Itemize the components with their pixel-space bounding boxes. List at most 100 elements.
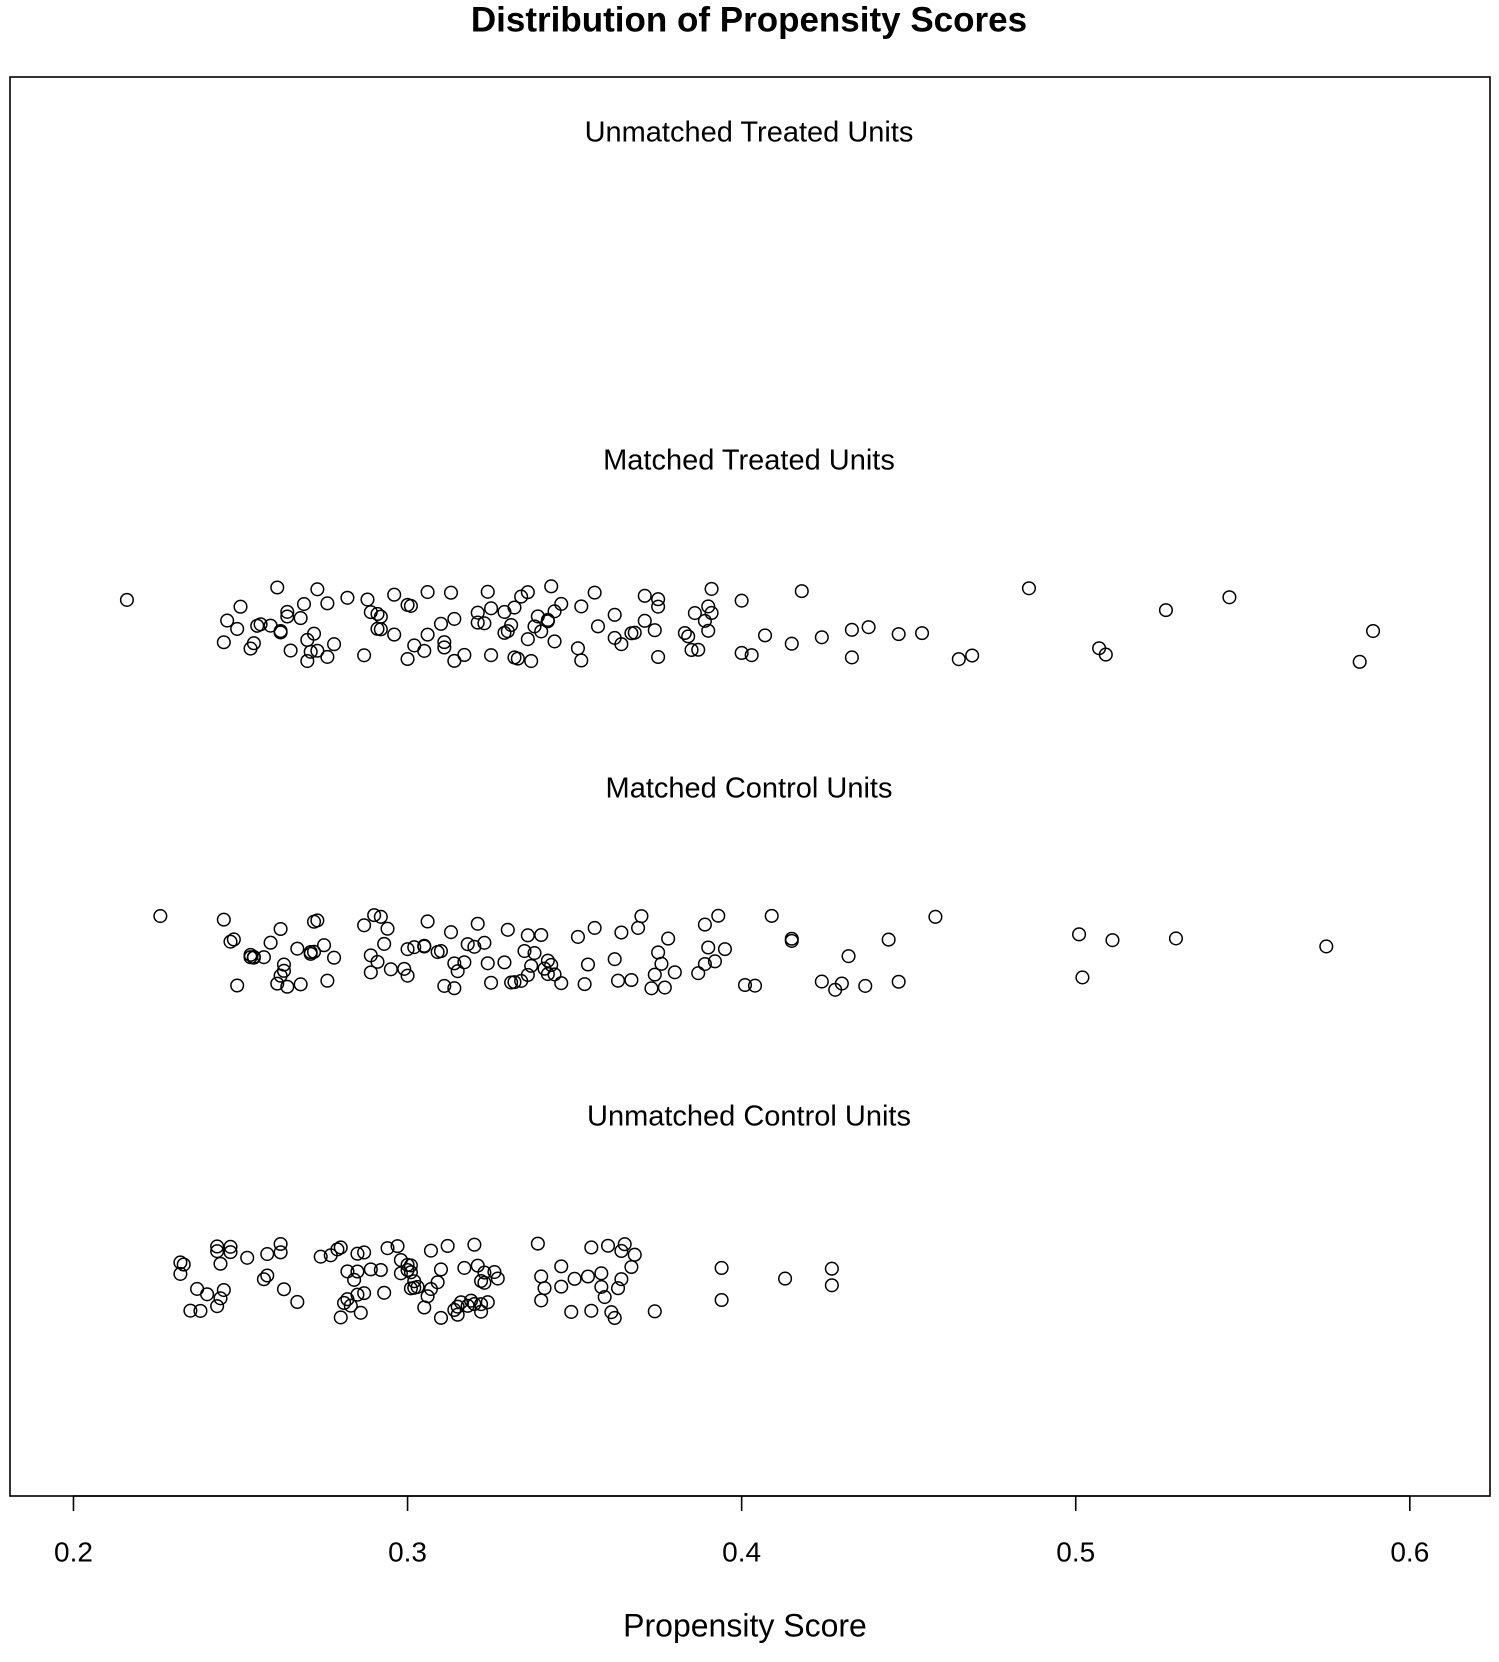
x-tick-label: 0.4	[722, 1536, 761, 1567]
point	[360, 592, 375, 607]
point	[520, 967, 535, 983]
point	[350, 1264, 365, 1279]
point	[540, 614, 555, 629]
point	[667, 965, 682, 980]
point	[1105, 933, 1120, 948]
point	[614, 1243, 629, 1259]
point	[547, 634, 562, 649]
point	[433, 1310, 449, 1325]
point	[440, 1238, 455, 1254]
point	[210, 1299, 225, 1314]
point	[347, 1272, 362, 1287]
point	[470, 605, 485, 620]
point	[547, 967, 562, 982]
point	[383, 962, 398, 977]
group-label: Unmatched Control Units	[587, 1101, 911, 1133]
point	[594, 1279, 609, 1294]
point	[744, 648, 759, 663]
point	[1168, 931, 1184, 946]
x-tick-label: 0.2	[54, 1536, 93, 1567]
point	[357, 1286, 372, 1301]
point	[540, 953, 555, 968]
point	[554, 1279, 569, 1294]
point	[524, 958, 539, 973]
point	[487, 1264, 502, 1280]
point	[173, 1255, 188, 1270]
point	[490, 1271, 505, 1286]
point	[614, 637, 629, 652]
point	[213, 1256, 228, 1271]
point	[290, 941, 305, 956]
point	[661, 931, 676, 946]
point	[273, 625, 288, 640]
x-tick-label: 0.6	[1390, 1536, 1429, 1567]
point	[701, 623, 716, 638]
point	[824, 1261, 839, 1276]
point	[651, 599, 666, 614]
point	[403, 1265, 418, 1280]
point	[457, 1260, 472, 1275]
point	[433, 944, 449, 959]
point	[534, 927, 549, 943]
point	[477, 1265, 492, 1280]
point	[216, 635, 231, 650]
point	[1072, 927, 1087, 942]
point	[260, 1268, 275, 1283]
point	[276, 957, 292, 972]
point	[437, 635, 452, 650]
point	[484, 601, 499, 616]
point	[226, 932, 241, 947]
point	[306, 944, 322, 959]
point	[403, 1258, 418, 1273]
point	[363, 965, 378, 980]
point	[213, 1291, 228, 1306]
point	[183, 1303, 198, 1318]
point	[310, 913, 325, 928]
point	[357, 648, 372, 663]
point	[704, 605, 719, 621]
point	[390, 1239, 405, 1254]
point	[647, 623, 662, 638]
point	[470, 916, 485, 931]
point	[684, 642, 699, 658]
point	[216, 1282, 231, 1298]
point	[273, 921, 288, 937]
point	[624, 972, 639, 988]
point	[1021, 581, 1037, 596]
point	[353, 1305, 368, 1320]
point	[701, 940, 716, 955]
point	[233, 599, 248, 614]
point	[327, 950, 342, 965]
point	[400, 968, 415, 983]
point	[373, 622, 388, 637]
point	[119, 592, 134, 607]
point	[333, 1240, 348, 1255]
point	[764, 908, 779, 923]
point	[310, 582, 325, 597]
point	[610, 973, 626, 988]
point	[537, 1281, 552, 1296]
point	[303, 946, 318, 961]
point	[280, 604, 295, 619]
point	[313, 1249, 328, 1264]
point	[320, 596, 335, 611]
point	[350, 1287, 365, 1302]
point	[220, 613, 235, 628]
group-label: Unmatched Treated Units	[585, 117, 914, 149]
point	[293, 611, 308, 626]
point	[704, 581, 719, 596]
point	[814, 630, 829, 645]
point	[677, 625, 692, 641]
point	[450, 1299, 465, 1314]
point	[574, 653, 589, 668]
point	[614, 925, 629, 940]
chart-title: Distribution of Propensity Scores	[471, 0, 1027, 39]
point	[687, 606, 702, 621]
point	[594, 1266, 609, 1281]
point	[1366, 623, 1381, 639]
point	[457, 955, 472, 970]
point	[320, 973, 335, 988]
point	[477, 616, 492, 631]
point	[891, 974, 906, 989]
point	[246, 636, 261, 651]
